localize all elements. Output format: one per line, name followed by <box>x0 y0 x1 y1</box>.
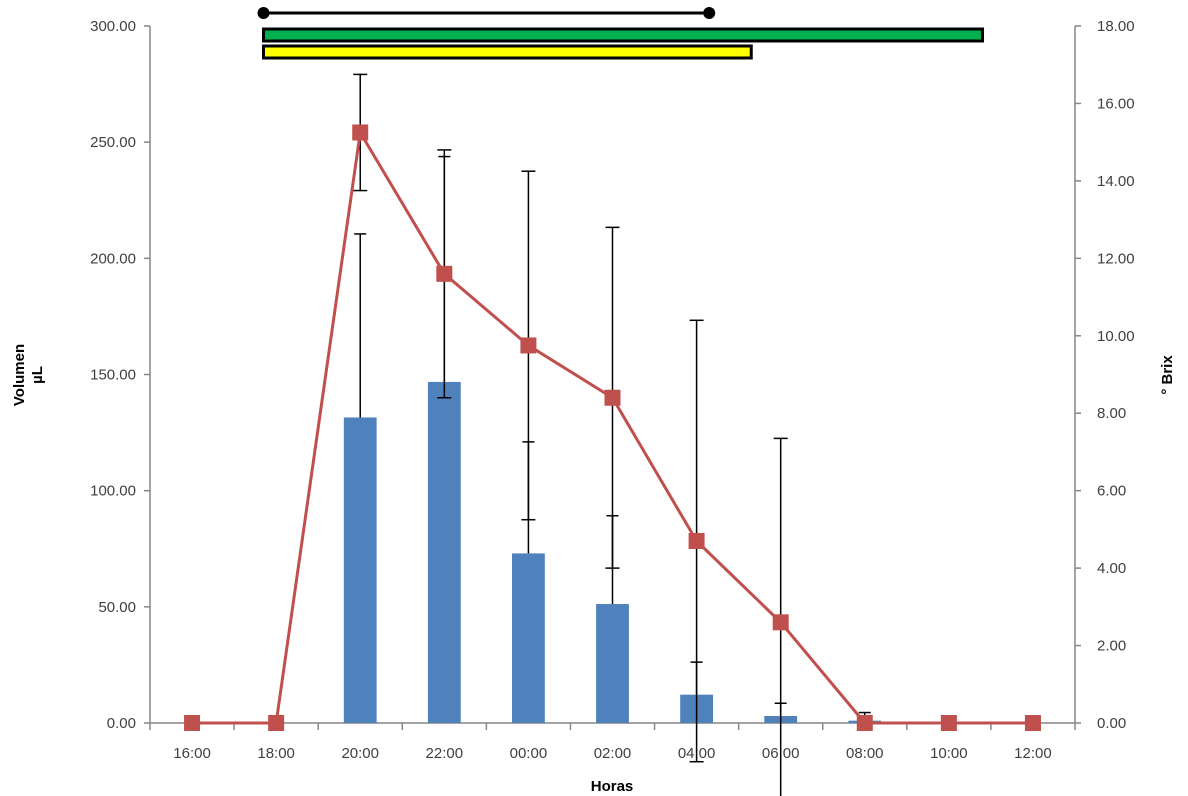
right-tick-label: 8.00 <box>1097 405 1126 422</box>
bar <box>512 553 545 723</box>
line-marker <box>520 337 537 354</box>
line-marker <box>856 715 873 731</box>
line-marker <box>268 715 285 731</box>
left-axis-ticks: 0.00 50.00 100.00 150.00 200.00 250.00 300.00 <box>90 18 150 732</box>
line-marker <box>772 614 789 631</box>
right-tick-label: 16.00 <box>1097 95 1135 112</box>
right-tick-label: 4.00 <box>1097 560 1126 577</box>
range-bars <box>257 7 985 60</box>
x-axis-title: Horas <box>591 778 634 795</box>
line-error-bars <box>353 73 788 796</box>
left-tick-label: 250.00 <box>90 134 136 151</box>
right-axis-ticks: 0.00 2.00 4.00 6.00 8.00 10.00 12.00 14.00 16.00… <box>1075 18 1135 732</box>
line-marker <box>184 715 201 731</box>
right-tick-label: 6.00 <box>1097 483 1126 500</box>
right-tick-label: 0.00 <box>1097 715 1126 732</box>
right-tick-label: 14.00 <box>1097 173 1135 190</box>
range-line-endpoint <box>703 7 716 19</box>
line-series <box>184 124 1041 731</box>
right-tick-label: 18.00 <box>1097 18 1135 35</box>
x-tick-label: 08:00 <box>846 745 884 762</box>
bar <box>427 381 461 723</box>
right-tick-label: 12.00 <box>1097 250 1135 267</box>
y-left-axis-title-line2: µL <box>29 366 46 384</box>
line-marker <box>688 533 705 550</box>
range-line-endpoint <box>257 7 270 19</box>
left-tick-label: 200.00 <box>90 250 136 267</box>
left-tick-label: 50.00 <box>98 599 136 616</box>
y-right-axis-title: ° Brix <box>1159 355 1176 395</box>
x-tick-label: 12:00 <box>1014 745 1052 762</box>
range-bar <box>262 27 985 43</box>
x-tick-label: 18:00 <box>257 745 295 762</box>
x-tick-label: 00:00 <box>510 745 548 762</box>
x-tick-label: 16:00 <box>173 745 211 762</box>
right-tick-label: 2.00 <box>1097 638 1126 655</box>
y-left-axis-title: Volumen µL <box>11 344 46 406</box>
line-marker <box>940 715 957 731</box>
right-tick-label: 10.00 <box>1097 328 1135 345</box>
x-tick-label: 20:00 <box>341 745 379 762</box>
x-tick-label: 22:00 <box>426 745 464 762</box>
bar <box>596 604 629 723</box>
x-axis-ticks: 16:00 18:00 20:00 22:00 00:00 02:00 04:00 06:00… <box>149 723 1076 762</box>
line-marker <box>604 389 621 406</box>
left-tick-label: 100.00 <box>90 483 136 500</box>
x-tick-label: 02:00 <box>594 745 632 762</box>
line-marker <box>352 124 369 141</box>
x-tick-label: 10:00 <box>930 745 968 762</box>
left-tick-label: 150.00 <box>90 367 136 384</box>
y-left-axis-title-line1: Volumen <box>11 344 28 406</box>
line-marker <box>436 265 453 282</box>
range-bar <box>262 44 753 60</box>
left-tick-label: 0.00 <box>107 715 136 732</box>
line-marker <box>1024 715 1041 731</box>
left-tick-label: 300.00 <box>90 18 136 35</box>
bar <box>343 417 377 723</box>
